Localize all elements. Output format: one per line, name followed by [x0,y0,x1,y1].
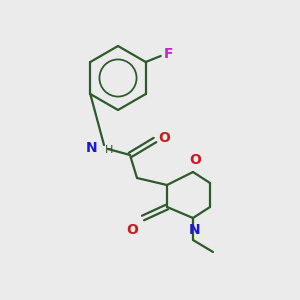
Text: O: O [158,131,170,145]
Text: H: H [105,145,113,155]
Text: O: O [189,153,201,167]
Text: N: N [189,223,201,237]
Text: F: F [164,47,173,61]
Text: N: N [85,141,97,155]
Text: O: O [126,223,138,237]
